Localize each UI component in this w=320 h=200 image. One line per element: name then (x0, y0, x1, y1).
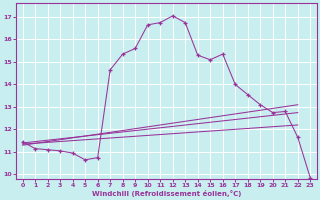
X-axis label: Windchill (Refroidissement éolien,°C): Windchill (Refroidissement éolien,°C) (92, 190, 241, 197)
